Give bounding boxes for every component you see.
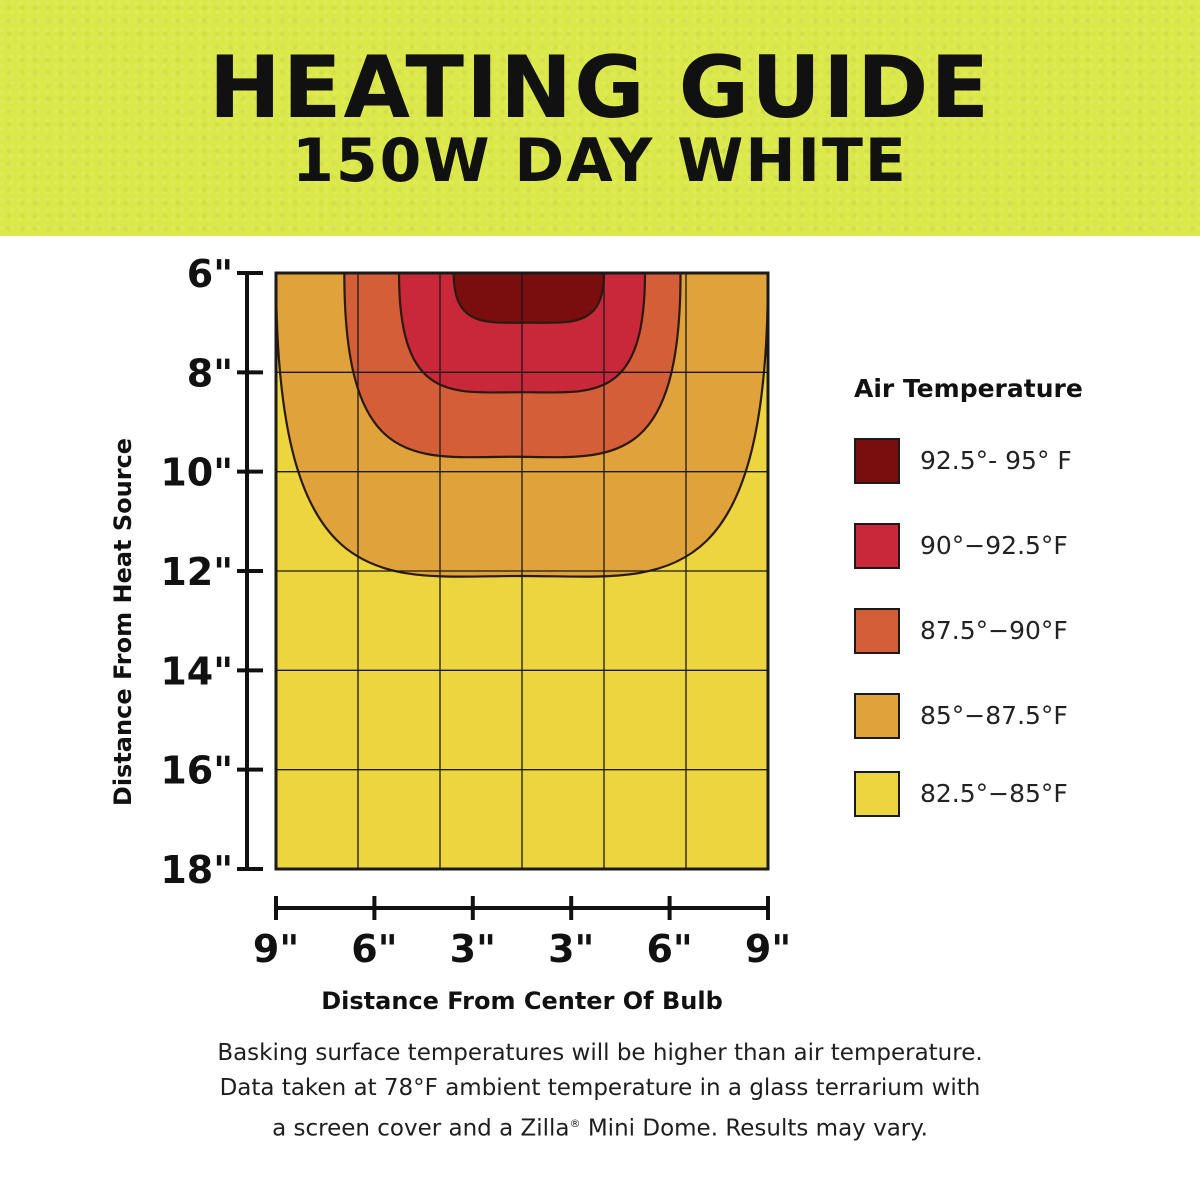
legend-swatch [854, 438, 900, 484]
legend-item: 85°−87.5°F [854, 693, 1154, 741]
grid-lines [274, 271, 770, 871]
legend-title: Air Temperature [854, 374, 1083, 403]
x-tick-label: 3" [548, 927, 594, 971]
zone-4 [452, 273, 606, 324]
legend-label: 87.5°−90°F [920, 616, 1068, 645]
x-axis-title: Distance From Center Of Bulb [321, 987, 723, 1015]
legend-item: 82.5°−85°F [854, 771, 1154, 819]
y-tick-label: 8" [187, 351, 233, 395]
y-tick-label: 14" [160, 649, 233, 693]
x-tick-label: 6" [351, 927, 397, 971]
legend-swatch [854, 771, 900, 817]
page-title: HEATING GUIDE [208, 38, 992, 138]
x-tick-label: 3" [450, 927, 496, 971]
tick-labels: 6" 8" 10" 12" 14" 16" 18" 9" 6" 3" 3" 6" 9" Distance … [109, 252, 791, 1015]
y-tick-label: 18" [160, 848, 233, 892]
y-tick-label: 12" [160, 550, 233, 594]
x-tick-label: 9" [745, 927, 791, 971]
legend-label: 85°−87.5°F [920, 701, 1068, 730]
y-tick-label: 6" [187, 252, 233, 296]
legend-swatch [854, 608, 900, 654]
y-tick-label: 16" [160, 749, 233, 793]
x-tick-label: 6" [646, 927, 692, 971]
y-axis-title: Distance From Heat Source [109, 438, 137, 806]
legend-swatch [854, 693, 900, 739]
footnote-line-3-start: a screen cover and a Zilla [272, 1115, 570, 1142]
y-tick-label: 10" [160, 451, 233, 495]
plot-frame [274, 271, 770, 871]
footnote-line-3: a screen cover and a Zilla® Mini Dome. R… [0, 1106, 1200, 1147]
footnote: Basking surface temperatures will be hig… [0, 1036, 1200, 1147]
footnote-line-1: Basking surface temperatures will be hig… [217, 1040, 983, 1066]
legend-label: 92.5°- 95° F [920, 446, 1072, 475]
footnote-line-2: Data taken at 78°F ambient temperature i… [219, 1075, 981, 1101]
legend-item: 92.5°- 95° F [854, 438, 1154, 486]
footnote-line-3-end: Mini Dome. Results may vary. [580, 1115, 928, 1142]
x-tick-label: 9" [253, 927, 299, 971]
legend-label: 90°−92.5°F [920, 531, 1068, 560]
legend-item: 87.5°−90°F [854, 608, 1154, 656]
page-subtitle: 150W DAY WHITE [292, 126, 908, 196]
legend-swatch [854, 523, 900, 569]
registered-mark: ® [569, 1117, 581, 1130]
axes [237, 271, 770, 920]
header-banner [0, 0, 1200, 236]
legend-item: 90°−92.5°F [854, 523, 1154, 571]
legend-label: 82.5°−85°F [920, 779, 1068, 808]
